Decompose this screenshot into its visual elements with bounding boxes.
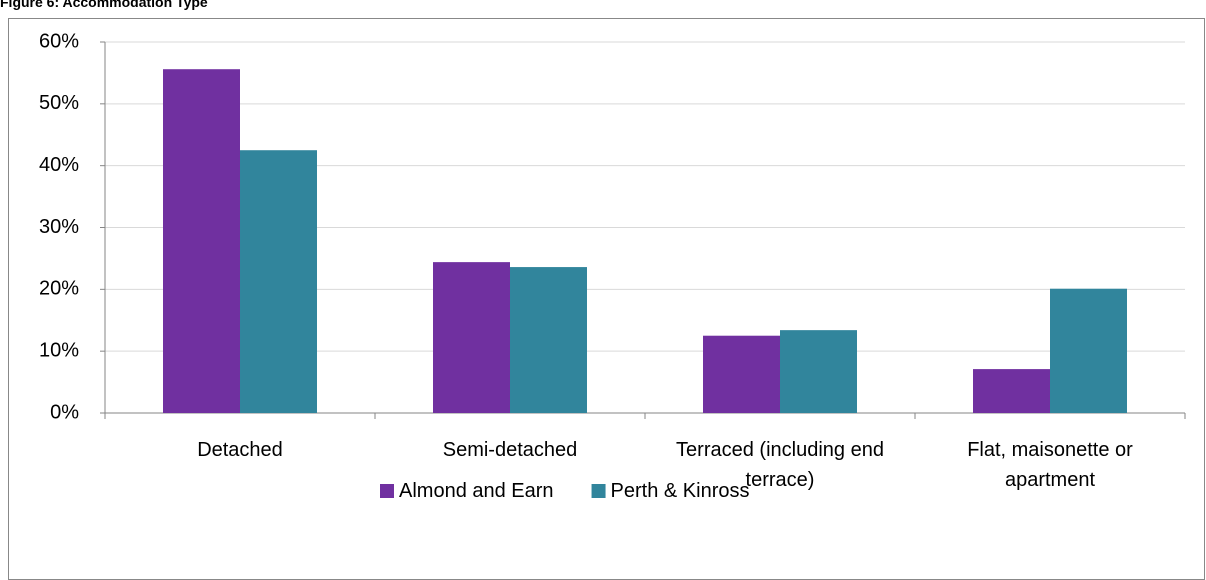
- x-tick-label: Flat, maisonette or apartment: [967, 439, 1133, 491]
- y-tick-label: 30%: [39, 216, 79, 238]
- legend-label: Perth & Kinross: [610, 480, 750, 502]
- legend-swatch: [591, 484, 606, 498]
- bar: [510, 267, 587, 413]
- chart-title: Figure 6: Accommodation Type: [0, 0, 208, 10]
- y-tick-label: 20%: [39, 278, 79, 300]
- x-tick-label: Semi-detached: [442, 439, 578, 461]
- y-tick-label: 10%: [39, 339, 79, 361]
- y-tick-label: 40%: [39, 154, 79, 176]
- bar: [240, 150, 317, 414]
- y-tick-label: 60%: [39, 30, 79, 52]
- legend-label: Almond and Earn: [399, 480, 554, 502]
- y-tick-label: 0%: [50, 401, 79, 423]
- bar: [703, 335, 780, 413]
- bar: [1050, 288, 1127, 413]
- bar: [973, 369, 1050, 413]
- x-tick-label: Detached: [197, 439, 283, 461]
- legend-swatch: [380, 484, 394, 498]
- bar: [780, 330, 857, 413]
- bar: [163, 69, 240, 413]
- y-tick-label: 50%: [39, 92, 79, 114]
- bar: [433, 262, 510, 413]
- x-tick-label: Terraced (including end terrace): [676, 439, 884, 491]
